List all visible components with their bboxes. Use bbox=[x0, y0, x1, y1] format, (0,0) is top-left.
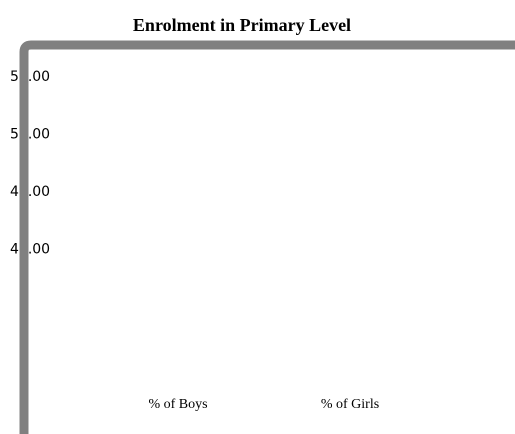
y-tick-label: 40.00 bbox=[10, 242, 50, 258]
frame bbox=[19, 40, 515, 434]
y-tick-label: 55.00 bbox=[10, 69, 50, 85]
chart-title: Enrolment in Primary Level bbox=[133, 15, 351, 35]
y-tick-label: 45.00 bbox=[10, 184, 50, 200]
x-tick-label: % of Girls bbox=[321, 397, 379, 412]
x-tick-label: % of Boys bbox=[148, 397, 207, 412]
y-tick-label: 50.00 bbox=[10, 127, 50, 143]
